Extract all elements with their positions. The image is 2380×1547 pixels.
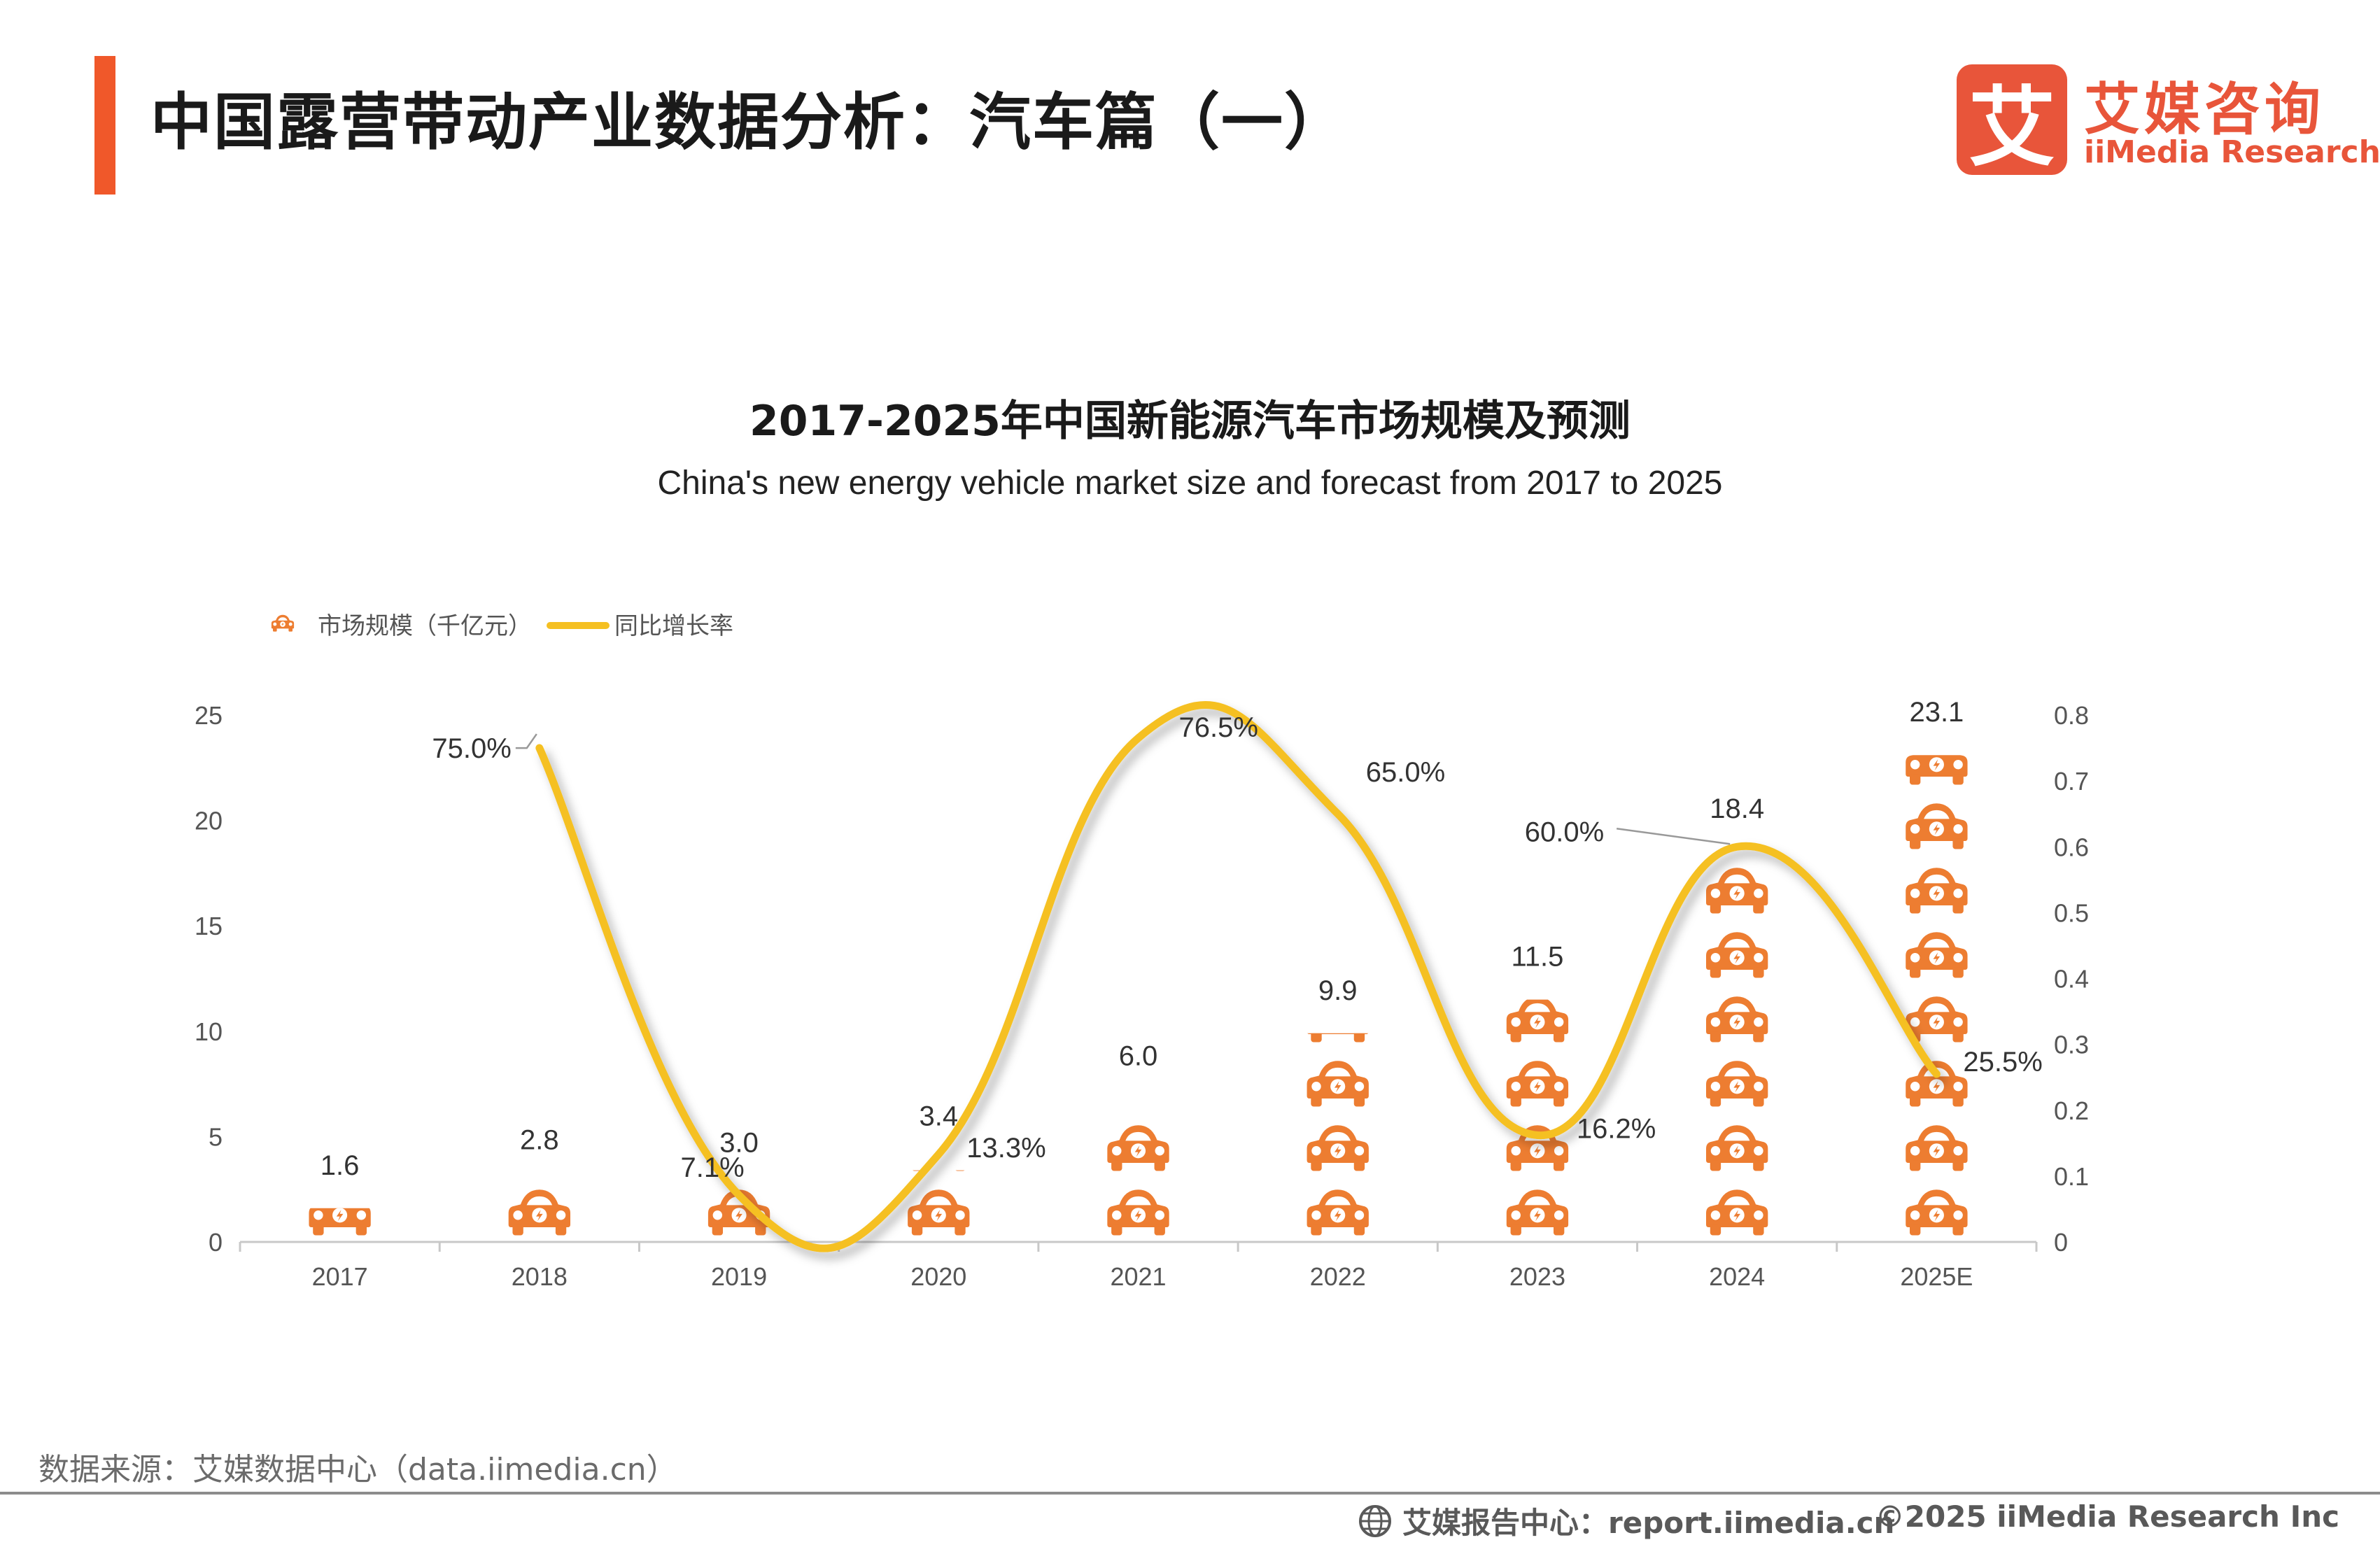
- right-tick-label: 0.2: [2054, 1096, 2089, 1125]
- car-icon: [908, 1189, 970, 1236]
- car-icon: [1506, 999, 1569, 1043]
- chart-title: 2017-2025年中国新能源汽车市场规模及预测: [749, 397, 1631, 446]
- right-tick-label: 0.6: [2054, 833, 2089, 861]
- left-tick-label: 20: [195, 807, 223, 835]
- car-icon: [1706, 1125, 1768, 1171]
- globe-icon: [1359, 1504, 1391, 1537]
- bar-value-label: 23.1: [1909, 697, 1964, 728]
- bar-value-label: 2.8: [520, 1125, 559, 1156]
- car-icon: [1107, 1189, 1169, 1236]
- left-tick-label: 5: [209, 1122, 223, 1151]
- left-tick-label: 0: [209, 1228, 223, 1257]
- car-icon: [1906, 868, 1968, 914]
- right-tick-label: 0.1: [2054, 1162, 2089, 1191]
- car-icon: [508, 1189, 570, 1236]
- bar-value-label: 11.5: [1511, 942, 1563, 973]
- bar-value-label: 3.0: [719, 1128, 759, 1159]
- bar-2023: [1506, 999, 1569, 1236]
- left-tick-label: 15: [195, 912, 223, 940]
- car-icon: [1506, 1189, 1569, 1236]
- data-labels: 1.6 2.8 3.0 3.4 6.0 9.9 11.5 18.4 23.1 75.0% 7.1% 1…: [321, 697, 2043, 1183]
- x-tick-label: 2019: [711, 1262, 767, 1291]
- bar-value-label: 3.4: [919, 1101, 958, 1132]
- car-icon: [1506, 1061, 1569, 1107]
- growth-value-label: 76.5%: [1179, 712, 1258, 743]
- car-icon: [908, 1170, 970, 1171]
- iimedia-logo: 艾 艾媒咨询 iiMedia Research: [1957, 64, 2380, 183]
- x-tick-label: 2020: [910, 1262, 966, 1291]
- car-icon: [271, 614, 295, 632]
- chart-axes: 2017 2018 2019 2020 2021 2022 2023 2024 2025E 0 5 1…: [195, 701, 2089, 1291]
- chart-legend: 市场规模（千亿元） 同比增长率: [271, 612, 733, 640]
- footer-report: 艾媒报告中心：report.iimedia.cn: [1358, 1499, 1894, 1542]
- right-tick-label: 0.5: [2054, 898, 2089, 927]
- bar-2025E: [1906, 755, 1968, 1236]
- car-icon: [1706, 1061, 1768, 1107]
- leader-line: [515, 733, 537, 749]
- car-icon: [1706, 932, 1768, 978]
- growth-value-label: 7.1%: [680, 1152, 744, 1183]
- growth-value-label: 16.2%: [1577, 1114, 1656, 1145]
- bar-value-label: 6.0: [1119, 1040, 1158, 1071]
- car-icon: [1706, 996, 1768, 1043]
- data-source: 数据来源：艾媒数据中心（data.iimedia.cn）: [38, 1452, 677, 1488]
- page-title: 中国露营带动产业数据分析：汽车篇（一）: [150, 86, 1348, 158]
- x-tick-label: 2017: [312, 1262, 368, 1291]
- right-tick-label: 0.4: [2054, 965, 2089, 994]
- growth-value-label: 75.0%: [432, 733, 511, 764]
- growth-value-label: 13.3%: [966, 1133, 1045, 1164]
- logo-name-cn: 艾媒咨询: [2084, 77, 2325, 142]
- car-icon: [1706, 1189, 1768, 1236]
- x-tick-label: 2021: [1110, 1262, 1166, 1291]
- car-icon: [1906, 1125, 1968, 1171]
- right-tick-label: 0.8: [2054, 701, 2089, 730]
- growth-rate-series-line: [535, 701, 1941, 1252]
- car-icon: [1906, 1061, 1968, 1107]
- growth-rate-line: [535, 701, 1941, 1252]
- bar-2024: [1706, 868, 1768, 1236]
- growth-value-label: 60.0%: [1525, 817, 1604, 847]
- bar-value-label: 9.9: [1318, 975, 1358, 1006]
- car-icon: [1906, 932, 1968, 978]
- logo-mark: 艾: [1957, 64, 2067, 178]
- left-tick-label: 25: [195, 701, 223, 730]
- growth-value-label: 25.5%: [1963, 1047, 2042, 1078]
- legend-label-growth-rate: 同比增长率: [614, 612, 733, 640]
- car-icon: [1906, 803, 1968, 849]
- title-accent-bar: [94, 56, 115, 195]
- footer-divider: [0, 1492, 2380, 1495]
- x-tick-label: 2022: [1310, 1262, 1366, 1291]
- x-tick-label: 2025E: [1900, 1262, 1973, 1291]
- car-icon: [1706, 868, 1768, 914]
- growth-value-label: 65.0%: [1366, 757, 1445, 788]
- leader-line: [1616, 828, 1731, 845]
- bar-value-label: 18.4: [1710, 793, 1764, 824]
- right-tick-label: 0.3: [2054, 1031, 2089, 1059]
- legend-label-market-size: 市场规模（千亿元）: [318, 612, 532, 640]
- car-icon: [1307, 1189, 1369, 1236]
- x-tick-label: 2023: [1509, 1262, 1565, 1291]
- x-tick-label: 2024: [1709, 1262, 1765, 1291]
- chart-subtitle: China's new energy vehicle market size a…: [657, 465, 1723, 502]
- car-icon: [1307, 932, 1369, 977]
- right-tick-label: 0: [2054, 1228, 2068, 1257]
- left-tick-label: 10: [195, 1017, 223, 1046]
- car-icon: [1107, 1125, 1169, 1171]
- car-icon: [1906, 755, 1968, 785]
- car-icon: [1307, 1061, 1369, 1107]
- legend-swatch-market-size: [271, 614, 295, 632]
- car-icon: [1906, 1189, 1968, 1236]
- bar-value-label: 1.6: [321, 1150, 360, 1181]
- right-tick-label: 0.7: [2054, 767, 2089, 796]
- car-icon: [309, 1208, 371, 1236]
- x-tick-label: 2018: [512, 1262, 568, 1291]
- logo-name-en: iiMedia Research: [2084, 134, 2380, 170]
- bar-2021: [1107, 1125, 1169, 1236]
- car-icon: [1307, 1125, 1369, 1171]
- footer-report-text: 艾媒报告中心：report.iimedia.cn: [1402, 1506, 1895, 1540]
- footer-copyright: ©2025 iiMedia Research Inc: [1875, 1499, 2339, 1534]
